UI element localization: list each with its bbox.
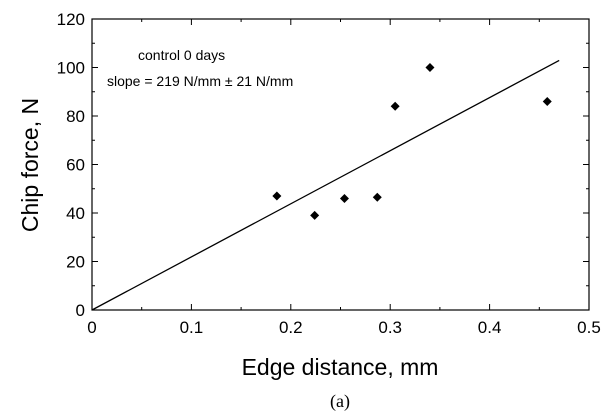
annotation-condition: control 0 days (138, 47, 225, 63)
x-tick-label: 0.5 (577, 318, 601, 337)
y-tick-label: 60 (66, 156, 85, 175)
x-tick-labels: 0 0.1 0.2 0.3 0.4 0.5 (87, 318, 601, 337)
axis-ticks (91, 18, 590, 311)
x-tick-label: 0.1 (180, 318, 204, 337)
x-axis-title: Edge distance, mm (242, 354, 439, 380)
y-axis-title: Chip force, N (17, 98, 43, 232)
data-point (272, 191, 282, 201)
data-point (425, 63, 435, 72)
data-point (372, 192, 382, 202)
fit-line-group (91, 59, 560, 311)
annotation-slope: slope = 219 N/mm ± 21 N/mm (107, 73, 293, 89)
y-tick-label: 0 (76, 301, 85, 320)
x-tick-label: 0 (87, 318, 96, 337)
x-tick-label: 0.3 (378, 318, 402, 337)
data-points (272, 63, 552, 220)
y-tick-label: 40 (66, 204, 85, 223)
x-tick-label: 0.4 (478, 318, 502, 337)
y-tick-label: 80 (66, 107, 85, 126)
data-point (339, 193, 349, 203)
data-point (542, 96, 552, 106)
figure-caption: (a) (330, 391, 350, 412)
x-tick-label: 0.2 (279, 318, 303, 337)
y-tick-label: 120 (57, 10, 85, 29)
data-point (390, 101, 400, 111)
data-point (310, 210, 320, 220)
fit-line (91, 59, 560, 311)
y-tick-label: 20 (66, 253, 85, 272)
y-tick-label: 100 (57, 59, 85, 78)
y-tick-labels: 0 20 40 60 80 100 120 (57, 10, 85, 320)
